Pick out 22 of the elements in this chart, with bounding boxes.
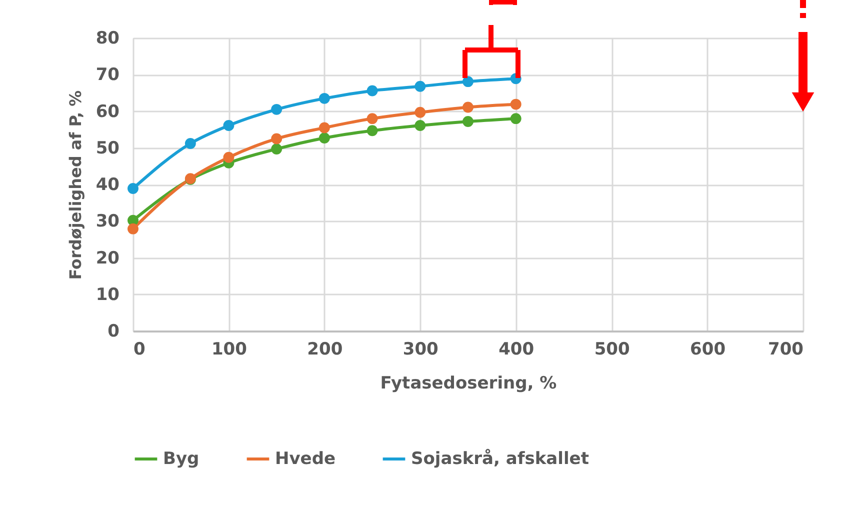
y-tick-label: 10 xyxy=(96,284,120,305)
y-tick-label: 70 xyxy=(96,65,120,86)
y-tick-label: 20 xyxy=(96,248,120,268)
y-tick-label: 50 xyxy=(96,138,120,158)
x-tick-label: 300 xyxy=(402,340,439,360)
y-tick-label: 60 xyxy=(96,102,120,122)
y-tick-label: 0 xyxy=(108,322,120,342)
legend-label: Byg xyxy=(163,449,200,469)
x-tick-label: 500 xyxy=(594,340,630,360)
x-tick-label: 100 xyxy=(211,340,248,360)
x-axis-title: Fytasedosering, % xyxy=(380,374,557,394)
y-tick-label: 40 xyxy=(96,175,120,195)
x-tick-label: 600 xyxy=(690,340,726,360)
legend-label: Hvede xyxy=(275,449,336,469)
x-tick-label: 700 xyxy=(768,340,804,360)
x-tick-label: 200 xyxy=(307,340,343,360)
legend-label: Sojaskrå, afskallet xyxy=(411,448,589,469)
y-tick-label: 30 xyxy=(96,212,120,232)
x-tick-label: 0 xyxy=(134,340,146,360)
y-tick-label: 80 xyxy=(96,28,120,48)
y-axis-title: Fordøjelighed af P, % xyxy=(66,90,85,280)
x-tick-label: 400 xyxy=(498,340,534,360)
